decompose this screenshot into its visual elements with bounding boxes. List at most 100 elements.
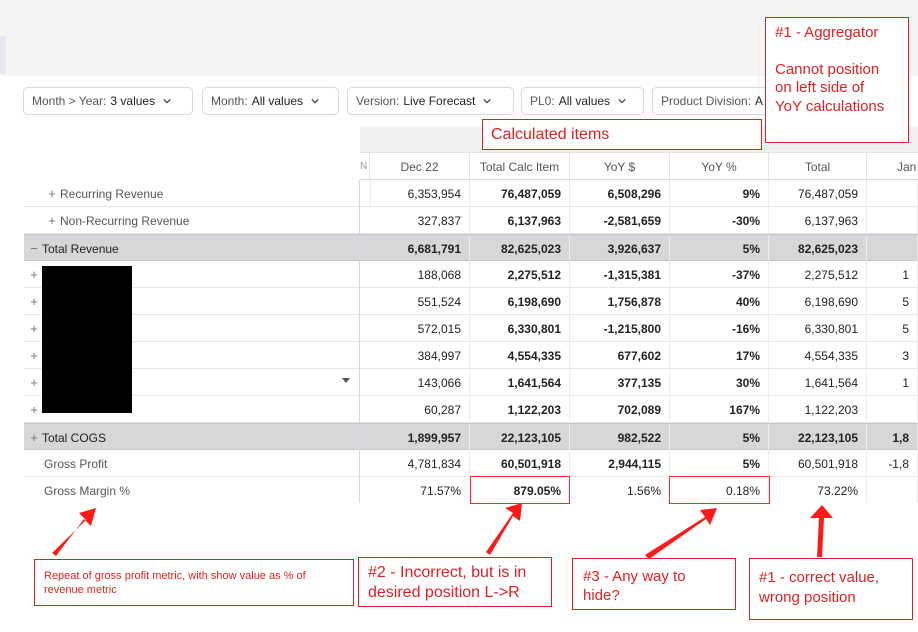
highlight-total-calc-margin [470, 476, 570, 504]
cell-yoy-percent[interactable]: 17% [670, 342, 769, 369]
cell-yoy-dollar[interactable]: 6,508,296 [570, 180, 670, 207]
cell-yoy-dollar[interactable]: -1,215,800 [570, 315, 670, 342]
expand-icon[interactable]: + [30, 294, 38, 309]
collapse-icon[interactable]: − [30, 241, 38, 256]
cell-total-calc[interactable]: 1,641,564 [470, 369, 570, 396]
cell-total[interactable]: 6,137,963 [769, 207, 867, 234]
sidebar-tab-edge[interactable] [0, 36, 6, 74]
cell-yoy-dollar[interactable]: -2,581,659 [570, 207, 670, 234]
cell-yoy-percent[interactable]: 40% [670, 288, 769, 315]
column-header-yoy-dollar[interactable]: YoY $ [570, 153, 670, 180]
annotation-line: wrong position [759, 589, 856, 606]
filter-product-division[interactable]: Product Division: A [652, 87, 782, 115]
cell-total[interactable]: 6,198,690 [769, 288, 867, 315]
row-label-text: Total Revenue [42, 241, 119, 256]
cell-total[interactable]: 2,275,512 [769, 261, 867, 288]
cell-total-calc[interactable]: 60,501,918 [470, 450, 570, 477]
cell-yoy-percent[interactable]: 0.18% [670, 477, 769, 503]
expand-icon[interactable]: + [48, 186, 56, 201]
cell-dec22[interactable]: 6,353,954 [370, 180, 470, 207]
cell-total-calc[interactable]: 6,198,690 [470, 288, 570, 315]
cell-yoy-percent[interactable]: -30% [670, 207, 769, 234]
column-header-total-calc-item[interactable]: Total Calc Item [470, 153, 570, 180]
cell-total-calc[interactable]: 4,554,335 [470, 342, 570, 369]
cell-total-calc[interactable]: 1,122,203 [470, 396, 570, 423]
cell-yoy-dollar[interactable]: 702,089 [570, 396, 670, 423]
cell-total-calc[interactable]: 76,487,059 [470, 180, 570, 207]
cell-yoy-percent[interactable]: 5% [670, 424, 769, 451]
cell-yoy-percent[interactable]: -16% [670, 315, 769, 342]
cell-total[interactable]: 4,554,335 [769, 342, 867, 369]
cell-dec22[interactable]: 4,781,834 [370, 450, 470, 477]
expand-icon[interactable]: + [30, 267, 38, 282]
column-header-dec22[interactable]: Dec 22 [370, 153, 470, 180]
row-label-text: Non-Recurring Revenue [60, 213, 190, 228]
cell-total-calc[interactable]: 6,330,801 [470, 315, 570, 342]
cell-yoy-dollar[interactable]: 377,135 [570, 369, 670, 396]
cell-total[interactable]: 73.22% [769, 477, 867, 503]
annotation-line: on left side of [775, 79, 865, 96]
cell-dec22[interactable]: 143,066 [370, 369, 470, 396]
cell-dec22[interactable]: 551,524 [370, 288, 470, 315]
cell-dec22[interactable]: 1,899,957 [370, 424, 470, 451]
cell-yoy-dollar[interactable]: 982,522 [570, 424, 670, 451]
column-header-prev[interactable]: N [360, 153, 370, 180]
cell-yoy-dollar[interactable]: 3,926,637 [570, 235, 670, 262]
row-label-text: Gross Margin % [44, 483, 131, 498]
cell-total[interactable]: 82,625,023 [769, 235, 867, 262]
cell-dec22[interactable]: 60,287 [370, 396, 470, 423]
table-row: + 60,287 1,122,203 702,089 167% 1,122,20… [24, 396, 918, 423]
annotation-note-3: #3 - Any way to hide? [572, 558, 736, 610]
filter-month-year[interactable]: Month > Year: 3 values [23, 87, 193, 115]
cell-yoy-dollar[interactable]: 677,602 [570, 342, 670, 369]
cell-total[interactable]: 76,487,059 [769, 180, 867, 207]
cell-dec22[interactable]: 384,997 [370, 342, 470, 369]
arrow-to-total-calc [486, 503, 522, 555]
header-divider [360, 179, 918, 180]
cell-total[interactable]: 6,330,801 [769, 315, 867, 342]
expand-icon[interactable]: + [48, 213, 56, 228]
row-label-text: Gross Profit [44, 456, 108, 471]
cell-total-calc[interactable]: 6,137,963 [470, 207, 570, 234]
chevron-down-icon [311, 98, 319, 104]
cell-total[interactable]: 60,501,918 [769, 450, 867, 477]
dropdown-caret-icon[interactable] [342, 378, 350, 383]
cell-total[interactable]: 22,123,105 [769, 424, 867, 451]
filter-pl0[interactable]: PL0: All values [521, 87, 644, 115]
cell-total[interactable]: 1,641,564 [769, 369, 867, 396]
expand-icon[interactable]: + [30, 402, 38, 417]
cell-total[interactable]: 1,122,203 [769, 396, 867, 423]
cell-yoy-dollar[interactable]: 1,756,878 [570, 288, 670, 315]
cell-yoy-percent[interactable]: 5% [670, 235, 769, 262]
cell-total-calc[interactable]: 22,123,105 [470, 424, 570, 451]
annotation-line: YoY calculations [775, 97, 885, 115]
cell-yoy-percent[interactable]: 9% [670, 180, 769, 207]
column-header-jan[interactable]: Jan [867, 153, 918, 180]
cell-dec22[interactable]: 188,068 [370, 261, 470, 288]
cell-dec22[interactable]: 6,681,791 [370, 235, 470, 262]
column-header-yoy-percent[interactable]: YoY % [670, 153, 769, 180]
filter-month[interactable]: Month: All values [202, 87, 339, 115]
cell-dec22[interactable]: 71.57% [370, 477, 470, 503]
cell-yoy-percent[interactable]: 30% [670, 369, 769, 396]
expand-icon[interactable]: + [30, 348, 38, 363]
table-row: + Recurring Revenue 6,353,954 76,487,059… [24, 180, 918, 207]
cell-dec22[interactable]: 572,015 [370, 315, 470, 342]
annotation-line: #2 - Incorrect, but is in [368, 564, 527, 581]
table-row: + 143,066 1,641,564 377,135 30% 1,641,56… [24, 369, 918, 396]
cell-yoy-dollar[interactable]: -1,315,381 [570, 261, 670, 288]
cell-yoy-percent[interactable]: 5% [670, 450, 769, 477]
cell-yoy-dollar[interactable]: 2,944,115 [570, 450, 670, 477]
filter-version[interactable]: Version: Live Forecast [347, 87, 514, 115]
expand-icon[interactable]: + [30, 430, 38, 445]
cell-total-calc[interactable]: 82,625,023 [470, 235, 570, 262]
cell-yoy-percent[interactable]: 167% [670, 396, 769, 423]
filter-label: Version: [356, 94, 400, 108]
column-header-total[interactable]: Total [769, 153, 867, 180]
expand-icon[interactable]: + [30, 375, 38, 390]
cell-dec22[interactable]: 327,837 [370, 207, 470, 234]
expand-icon[interactable]: + [30, 321, 38, 336]
cell-total-calc[interactable]: 2,275,512 [470, 261, 570, 288]
cell-yoy-percent[interactable]: -37% [670, 261, 769, 288]
